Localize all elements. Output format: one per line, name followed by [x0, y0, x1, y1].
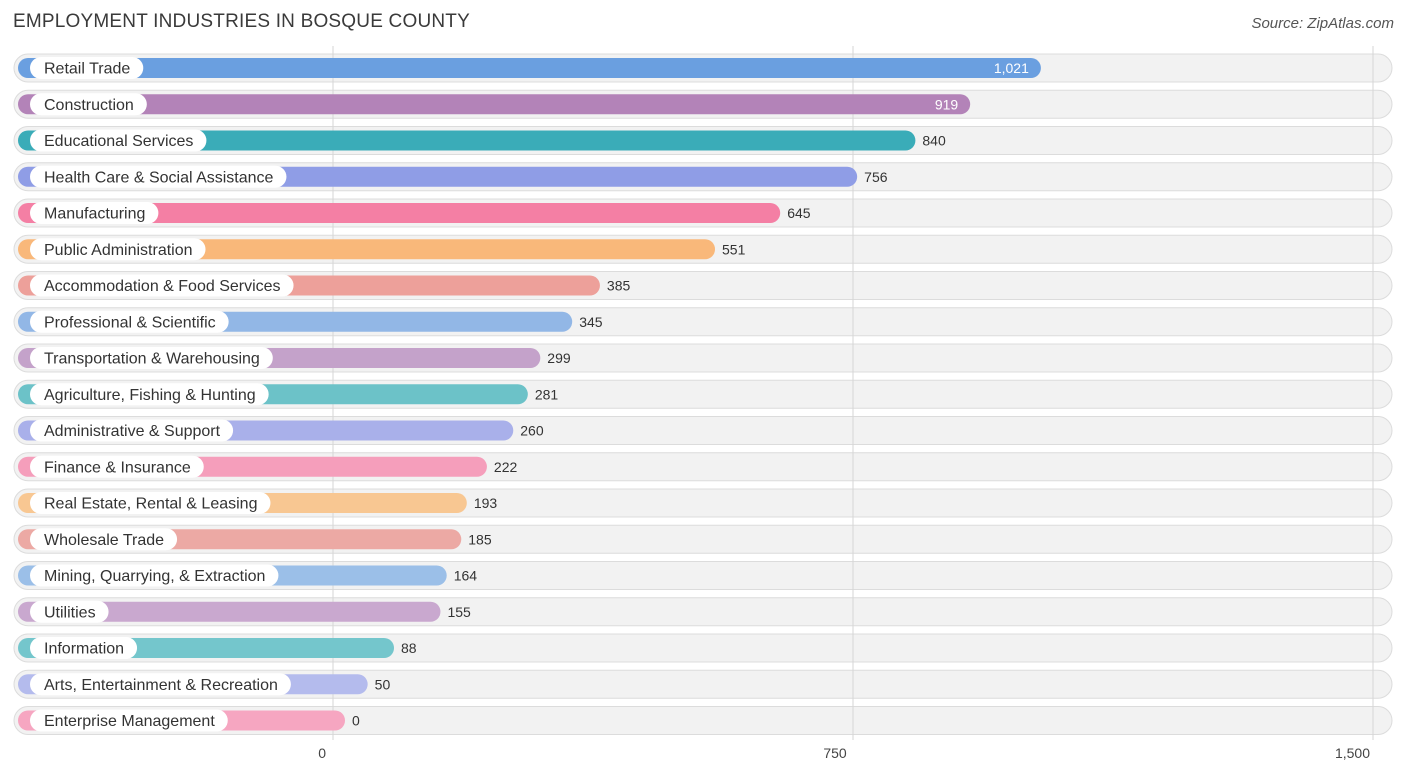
value-label: 385 [607, 278, 631, 294]
bar-group: Professional & Scientific 345 [18, 310, 603, 333]
row-background [13, 706, 1393, 735]
value-label: 551 [722, 241, 746, 257]
bar [18, 203, 781, 223]
category-pill [30, 93, 147, 116]
value-label: 281 [535, 386, 559, 402]
bar-group: Retail Trade 1,021 [18, 57, 1041, 79]
category-label: Real Estate, Rental & Leasing [44, 496, 257, 513]
value-label: 0 [352, 713, 360, 729]
category-label: Public Administration [44, 242, 193, 259]
category-pill [30, 492, 271, 514]
bar-group: Utilities 155 [18, 600, 471, 623]
category-pill [30, 165, 287, 188]
category-label: Retail Trade [44, 61, 130, 78]
value-label: 155 [447, 604, 471, 620]
category-pill [30, 383, 269, 406]
bar-group: Mining, Quarrying, & Extraction 164 [18, 564, 478, 587]
category-label: Construction [44, 97, 134, 114]
value-label: 260 [520, 423, 544, 439]
value-label: 164 [454, 568, 478, 584]
bar [18, 58, 1041, 78]
x-tick-label: 1,500 [1335, 745, 1370, 761]
value-label: 50 [375, 676, 391, 692]
value-label: 345 [579, 314, 603, 330]
category-pill [30, 274, 294, 297]
bar-group: Real Estate, Rental & Leasing 193 [18, 492, 497, 514]
bar-group: Administrative & Support 260 [18, 419, 544, 442]
category-pill [30, 637, 138, 659]
bar [18, 130, 916, 151]
category-label: Information [44, 641, 124, 658]
value-label: 645 [787, 205, 811, 221]
bars: Retail Trade 1,021 Construction 919 Educatio… [18, 57, 1041, 732]
bar-group: Wholesale Trade 185 [18, 528, 492, 551]
category-label: Professional & Scientific [44, 314, 216, 331]
value-label: 299 [547, 350, 571, 366]
value-label: 193 [474, 495, 498, 511]
category-pill [30, 673, 291, 696]
category-pill [30, 57, 144, 79]
category-pill [30, 528, 178, 551]
bar-group: Transportation & Warehousing 299 [18, 347, 571, 369]
category-label: Agriculture, Fishing & Hunting [44, 387, 256, 404]
category-pill [30, 455, 204, 478]
bar-group: Agriculture, Fishing & Hunting 281 [18, 383, 559, 406]
value-label: 222 [494, 459, 518, 475]
category-label: Health Care & Social Assistance [44, 169, 274, 186]
value-label: 756 [864, 169, 888, 185]
category-pill [30, 310, 229, 333]
value-label: 840 [922, 133, 946, 149]
value-label: 1,021 [994, 60, 1029, 76]
category-label: Arts, Entertainment & Recreation [44, 677, 278, 694]
category-pill [30, 238, 206, 261]
category-label: Wholesale Trade [44, 532, 164, 549]
bar-group: Accommodation & Food Services 385 [18, 274, 631, 297]
category-label: Administrative & Support [44, 423, 221, 440]
chart-title: EMPLOYMENT INDUSTRIES IN BOSQUE COUNTY [13, 11, 470, 32]
category-pill [30, 347, 273, 369]
bar-group: Arts, Entertainment & Recreation 50 [18, 673, 391, 696]
category-label: Accommodation & Food Services [44, 278, 281, 295]
category-pill [30, 419, 234, 442]
category-pill [30, 202, 159, 224]
bar [18, 601, 441, 622]
category-pill [30, 709, 228, 732]
category-pill [30, 564, 279, 587]
bar-group: Public Administration 551 [18, 238, 746, 261]
x-tick-label: 0 [318, 745, 326, 761]
category-label: Mining, Quarrying, & Extraction [44, 568, 265, 585]
bar-group: Information 88 [18, 637, 417, 659]
value-label: 88 [401, 640, 417, 656]
bar-group: Educational Services 840 [18, 129, 946, 152]
bar-group: Construction 919 [18, 93, 971, 116]
category-pill [30, 600, 109, 623]
value-label: 919 [935, 96, 959, 112]
category-pill [30, 129, 207, 152]
bar-group: Manufacturing 645 [18, 202, 811, 224]
category-label: Utilities [44, 604, 96, 621]
category-label: Manufacturing [44, 206, 145, 223]
category-label: Transportation & Warehousing [44, 351, 260, 368]
source-credit: Source: ZipAtlas.com [1251, 15, 1394, 32]
bar-group: Finance & Insurance 222 [18, 455, 518, 478]
category-label: Educational Services [44, 133, 193, 150]
bar-group: Enterprise Management 0 [18, 709, 360, 732]
category-label: Enterprise Management [44, 713, 215, 730]
bar-group: Health Care & Social Assistance 756 [18, 165, 888, 188]
x-axis: 0 750 1,500 [318, 745, 1370, 761]
x-tick-label: 750 [823, 745, 847, 761]
value-label: 185 [468, 531, 492, 547]
category-label: Finance & Insurance [44, 459, 191, 476]
bar [18, 94, 971, 115]
